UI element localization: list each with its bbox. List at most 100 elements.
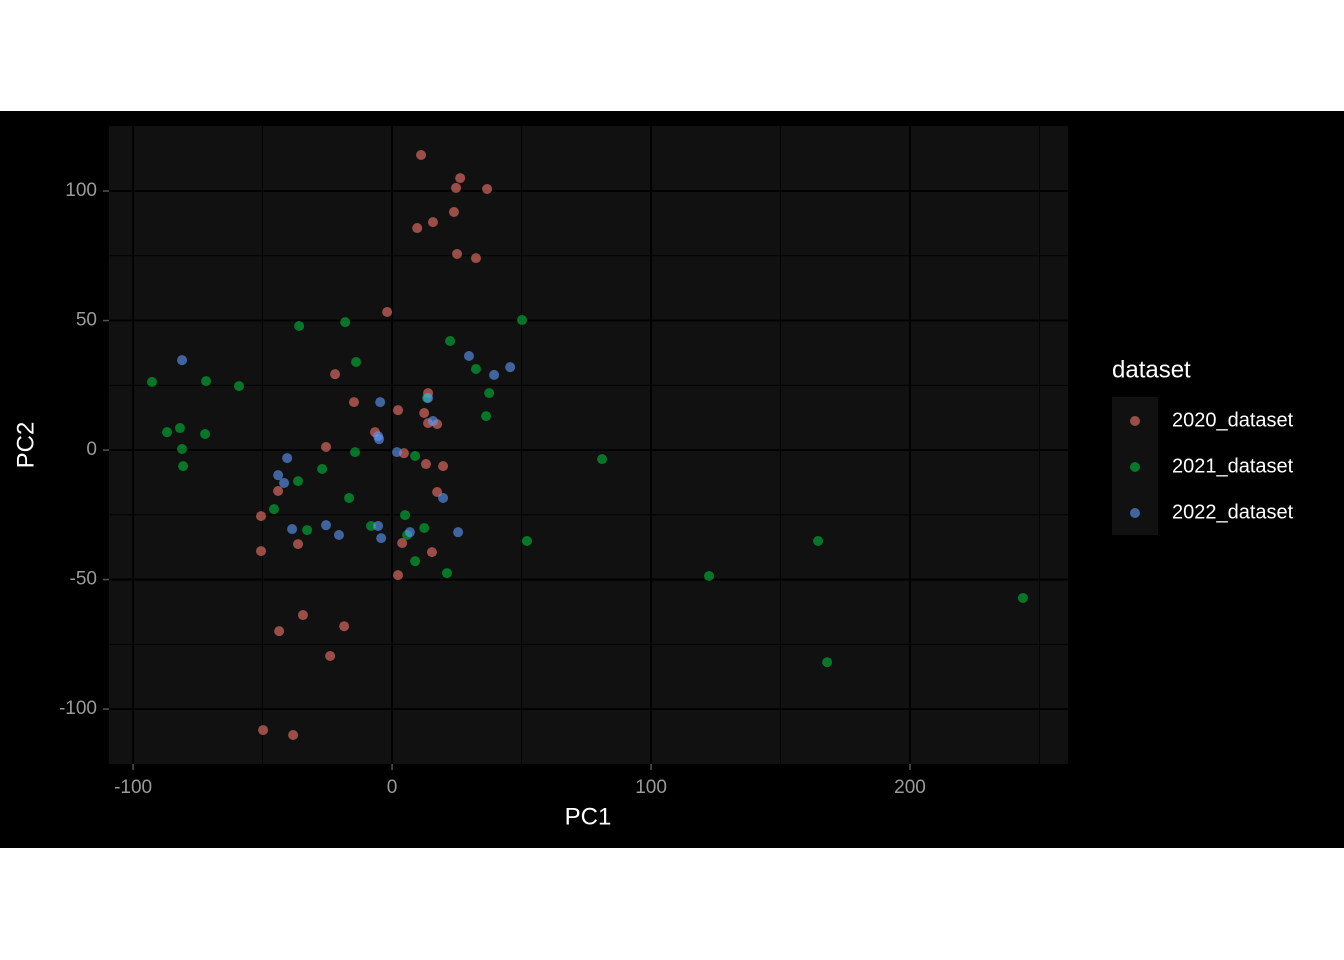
legend-label: 2020_dataset [1172, 409, 1294, 431]
point [177, 355, 188, 366]
x-tick-label: -100 [114, 777, 152, 798]
legend-key [1130, 508, 1140, 518]
point [258, 725, 269, 736]
point [317, 463, 328, 474]
point [333, 530, 344, 541]
point [419, 523, 430, 534]
point [376, 533, 387, 544]
point [273, 470, 284, 481]
point [321, 441, 332, 452]
point [234, 381, 245, 392]
point [470, 253, 481, 264]
point [404, 527, 415, 538]
point [178, 461, 189, 472]
point [438, 492, 449, 503]
point [177, 444, 188, 455]
point [366, 520, 377, 531]
legend-key [1130, 462, 1140, 472]
point [427, 416, 438, 427]
point [200, 428, 211, 439]
x-tick-label: 200 [894, 777, 926, 798]
point [382, 306, 393, 317]
point [397, 538, 408, 549]
point [482, 183, 493, 194]
point [344, 492, 355, 503]
point [445, 335, 456, 346]
x-axis-label: PC1 [565, 803, 612, 830]
point [302, 525, 313, 536]
y-tick-label: -50 [70, 569, 97, 590]
point [274, 626, 285, 637]
point [279, 477, 290, 488]
point [451, 182, 462, 193]
point [521, 535, 532, 546]
point [484, 388, 495, 399]
point [325, 650, 336, 661]
y-tick-label: -100 [59, 698, 97, 719]
point [505, 362, 516, 373]
point [256, 546, 267, 557]
point [822, 657, 833, 668]
point [393, 570, 404, 581]
point [448, 206, 459, 217]
point [391, 447, 402, 458]
point [419, 408, 430, 419]
point [288, 729, 299, 740]
point [374, 434, 385, 445]
legend-label: 2021_dataset [1172, 455, 1294, 477]
point [282, 453, 293, 464]
x-tick-label: 0 [387, 777, 398, 798]
point [393, 405, 404, 416]
point [410, 451, 421, 462]
point [453, 527, 464, 538]
point [268, 504, 279, 515]
point [416, 150, 427, 161]
point [373, 520, 384, 531]
point [146, 376, 157, 387]
point [321, 520, 332, 531]
point [293, 539, 304, 550]
point [201, 376, 212, 387]
point [426, 547, 437, 558]
point [400, 510, 411, 521]
point [293, 476, 304, 487]
point [273, 485, 284, 496]
point [489, 369, 500, 380]
y-tick-label: 100 [65, 180, 97, 201]
point [339, 621, 350, 632]
point [348, 397, 359, 408]
point [470, 363, 481, 374]
point [297, 610, 308, 621]
point [174, 423, 185, 434]
point [597, 454, 608, 465]
point [423, 392, 434, 403]
point [330, 369, 341, 380]
y-tick-label: 50 [76, 310, 97, 331]
point [455, 173, 466, 184]
point [441, 568, 452, 579]
point [294, 320, 305, 331]
point [438, 461, 449, 472]
point [463, 351, 474, 362]
point [517, 315, 528, 326]
point [420, 459, 431, 470]
point [375, 397, 386, 408]
point [1017, 592, 1028, 603]
y-axis-label: PC2 [12, 422, 39, 469]
y-tick-label: 0 [86, 439, 97, 460]
point [162, 427, 173, 438]
point [452, 248, 463, 259]
point [351, 356, 362, 367]
legend-title: dataset [1112, 356, 1191, 383]
point [410, 556, 421, 567]
point [256, 511, 267, 522]
point [287, 524, 298, 535]
point [340, 317, 351, 328]
legend-label: 2022_dataset [1172, 501, 1294, 523]
x-tick-label: 100 [635, 777, 667, 798]
point [350, 447, 361, 458]
point [481, 411, 492, 422]
legend-key [1130, 416, 1140, 426]
point [412, 223, 423, 234]
